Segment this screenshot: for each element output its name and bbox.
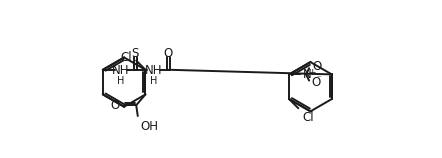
Text: O: O: [111, 99, 120, 112]
Text: S: S: [131, 47, 139, 60]
Text: Cl: Cl: [120, 51, 132, 64]
Text: H: H: [117, 76, 124, 86]
Text: ⁻: ⁻: [316, 75, 321, 84]
Text: O: O: [312, 76, 321, 89]
Text: NH: NH: [145, 64, 162, 77]
Text: N: N: [303, 68, 312, 81]
Text: O: O: [164, 47, 173, 60]
Text: Cl: Cl: [302, 111, 314, 124]
Text: NH: NH: [112, 64, 129, 77]
Text: H: H: [150, 76, 157, 86]
Text: OH: OH: [140, 120, 158, 133]
Text: +: +: [308, 68, 315, 77]
Text: O: O: [312, 60, 321, 73]
